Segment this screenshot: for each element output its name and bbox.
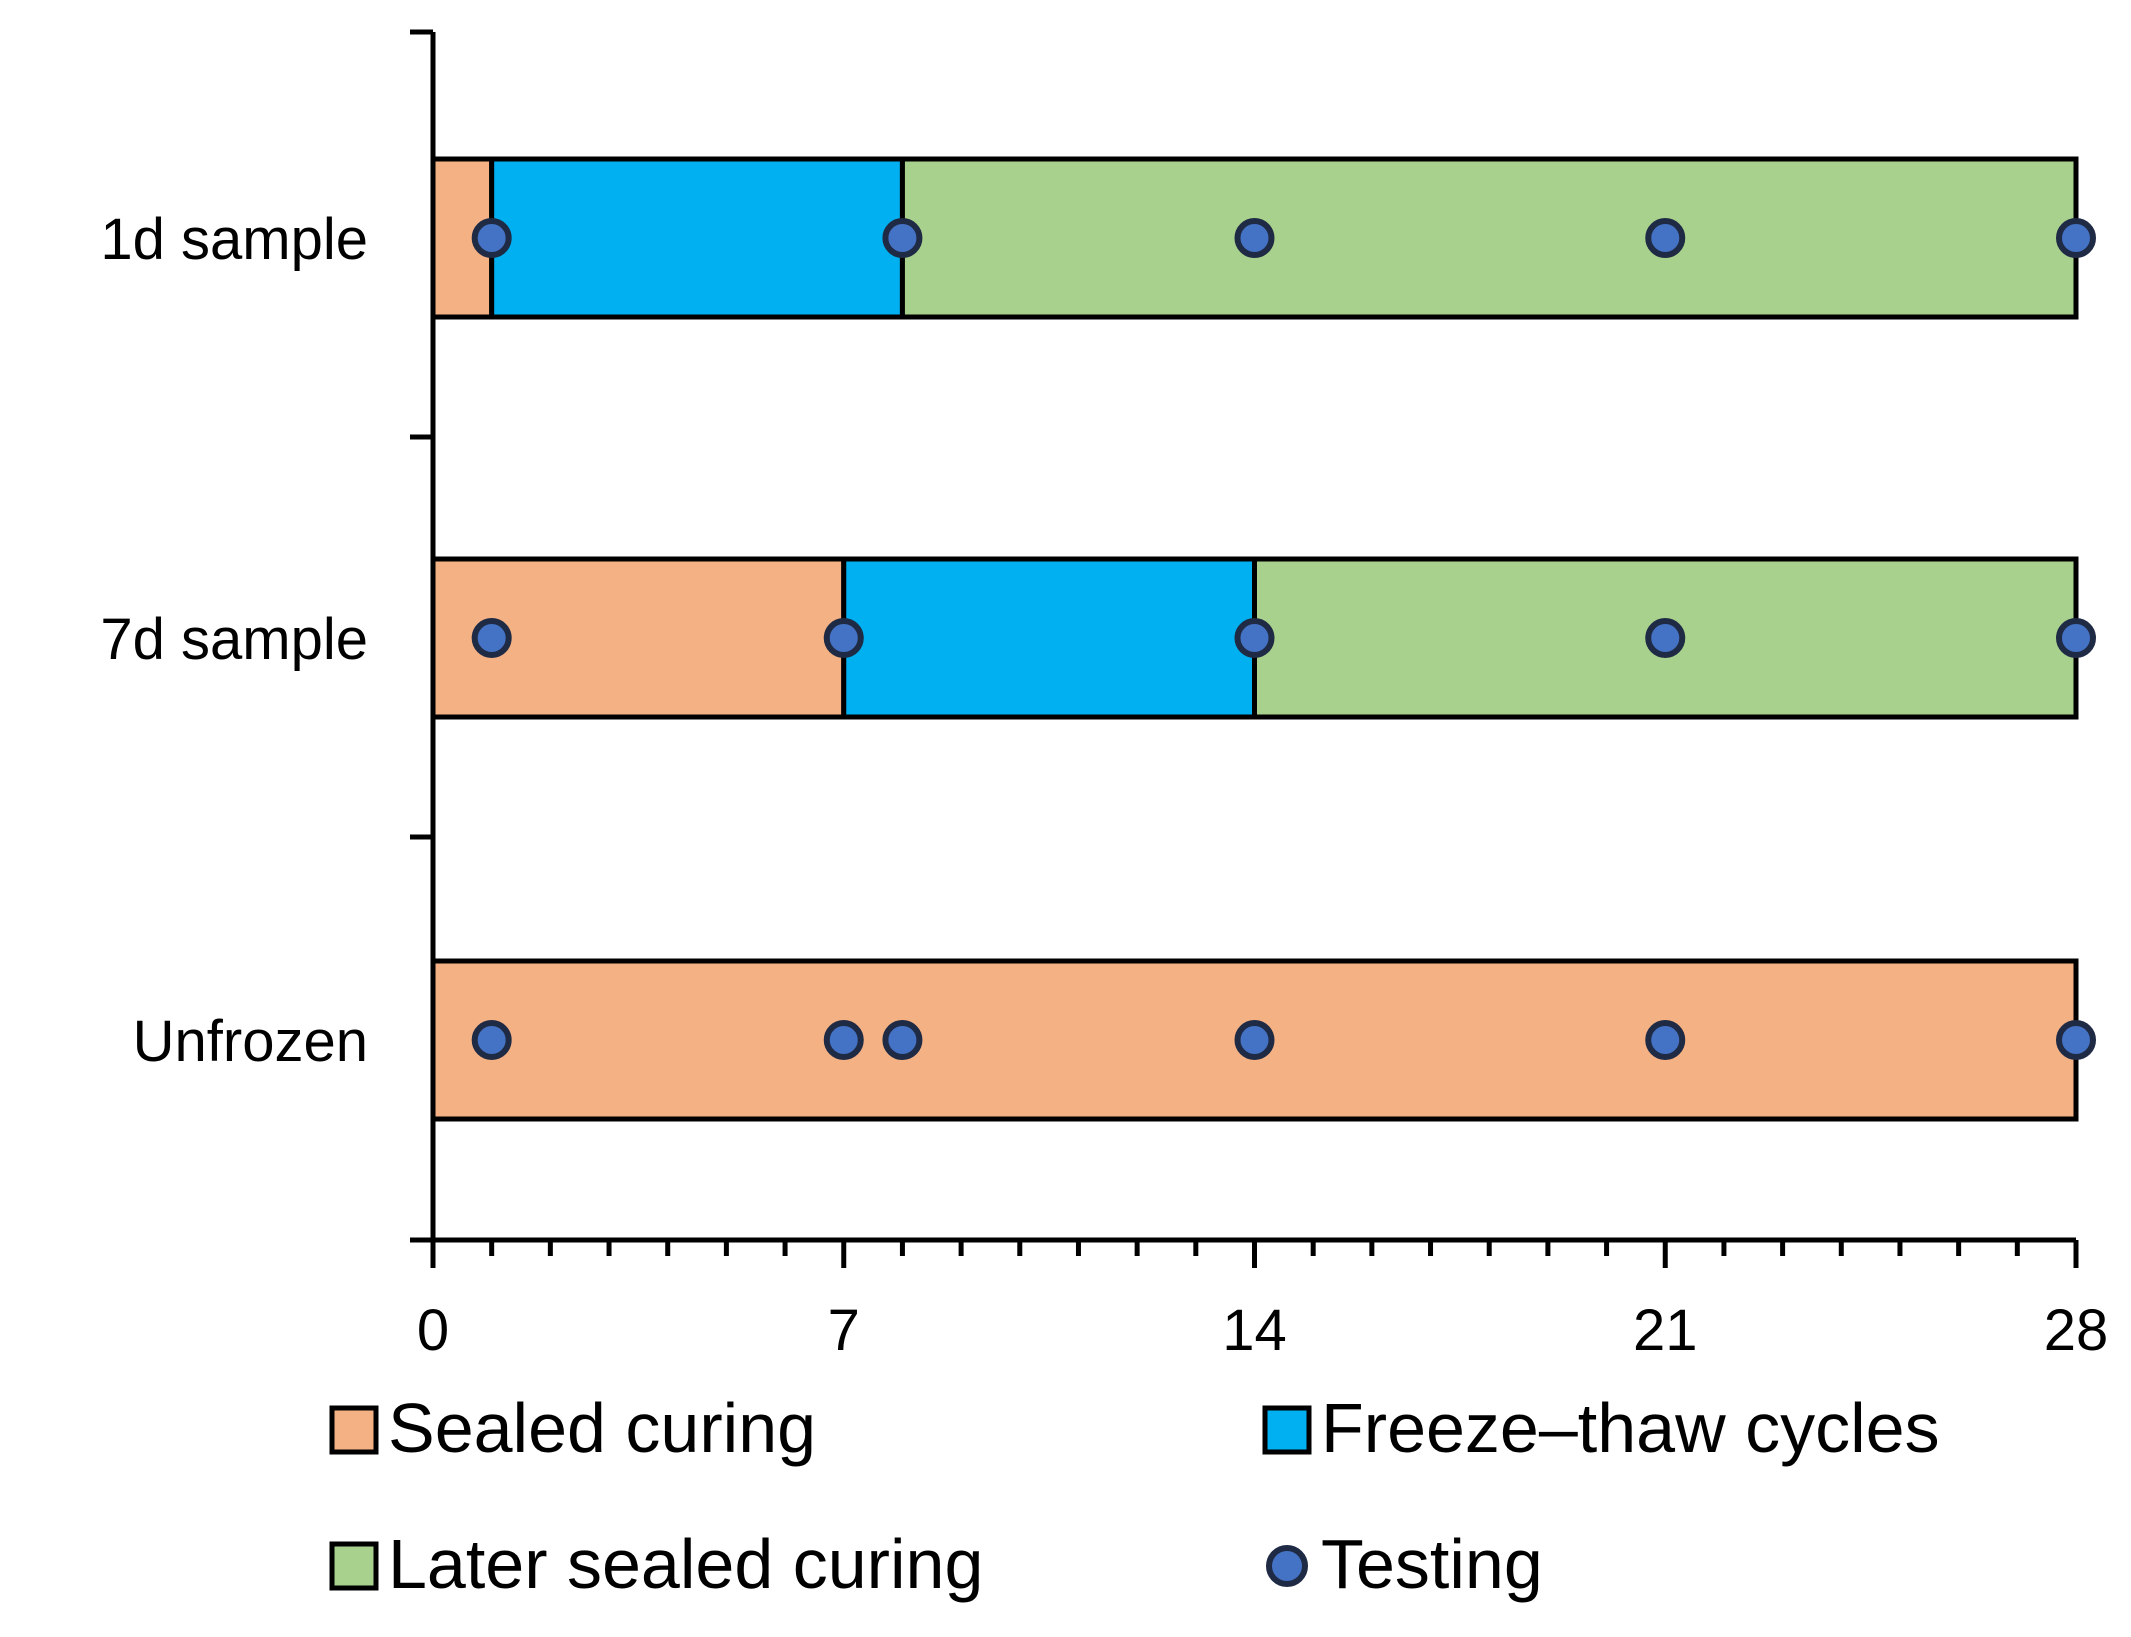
bar-7d-sample-freeze-thaw-cycles <box>841 556 1257 720</box>
legend-item-sealed-curing: Sealed curing <box>329 1389 816 1467</box>
legend-swatch-freeze-thaw-cycles <box>1262 1405 1312 1455</box>
bar-1d-sample-later-sealed-curing <box>899 156 2079 320</box>
testing-marker-7d-sample-day-28 <box>2056 618 2096 658</box>
testing-marker-1d-sample-day-21 <box>1645 218 1686 258</box>
y-label-7d-sample: 7d sample <box>100 607 368 672</box>
bar-1d-sample-freeze-thaw-cycles <box>489 156 905 320</box>
testing-marker-layer <box>471 218 2096 1060</box>
legend-swatch-sealed-curing <box>329 1405 379 1455</box>
testing-marker-7d-sample-day-21 <box>1645 618 1686 658</box>
legend: Sealed curing Freeze–thaw cycles Later sea… <box>329 1389 1940 1603</box>
legend-label-freeze-thaw-cycles: Freeze–thaw cycles <box>1321 1389 1940 1467</box>
x-tick-label-21: 21 <box>1633 1298 1698 1363</box>
y-tick-marks <box>410 29 433 840</box>
testing-marker-7d-sample-day-1 <box>471 618 512 658</box>
testing-marker-unfrozen-day-8 <box>882 1020 923 1060</box>
x-tick-label-28: 28 <box>2044 1298 2109 1363</box>
testing-marker-7d-sample-day-7 <box>823 618 864 658</box>
axes <box>410 29 2079 1268</box>
legend-label-later-sealed-curing: Later sealed curing <box>388 1525 983 1603</box>
testing-marker-1d-sample-day-14 <box>1234 218 1275 258</box>
testing-marker-1d-sample-day-28 <box>2056 218 2096 258</box>
legend-swatch-testing <box>1266 1545 1308 1587</box>
legend-item-testing: Testing <box>1266 1525 1543 1603</box>
legend-label-testing: Testing <box>1321 1525 1543 1603</box>
y-label-unfrozen: Unfrozen <box>133 1009 368 1074</box>
y-tick-labels: 1d sample 7d sample Unfrozen <box>100 207 368 1074</box>
testing-marker-unfrozen-day-21 <box>1645 1020 1686 1060</box>
bar-layer <box>430 156 2079 1122</box>
testing-marker-unfrozen-day-1 <box>471 1020 512 1060</box>
testing-marker-unfrozen-day-7 <box>823 1020 864 1060</box>
x-tick-label-14: 14 <box>1222 1298 1287 1363</box>
testing-marker-1d-sample-day-8 <box>882 218 923 258</box>
testing-marker-unfrozen-day-28 <box>2056 1020 2096 1060</box>
legend-swatch-later-sealed-curing <box>329 1541 379 1591</box>
y-label-1d-sample: 1d sample <box>100 207 368 272</box>
x-tick-marks <box>430 1240 2079 1268</box>
legend-item-later-sealed-curing: Later sealed curing <box>329 1525 983 1603</box>
legend-label-sealed-curing: Sealed curing <box>388 1389 816 1467</box>
testing-marker-7d-sample-day-14 <box>1234 618 1275 658</box>
x-tick-label-7: 7 <box>828 1298 860 1363</box>
x-tick-labels: 0 7 14 21 28 <box>417 1298 2108 1363</box>
legend-item-freeze-thaw-cycles: Freeze–thaw cycles <box>1262 1389 1940 1467</box>
testing-marker-unfrozen-day-14 <box>1234 1020 1275 1060</box>
x-tick-label-0: 0 <box>417 1298 449 1363</box>
testing-marker-1d-sample-day-1 <box>471 218 512 258</box>
